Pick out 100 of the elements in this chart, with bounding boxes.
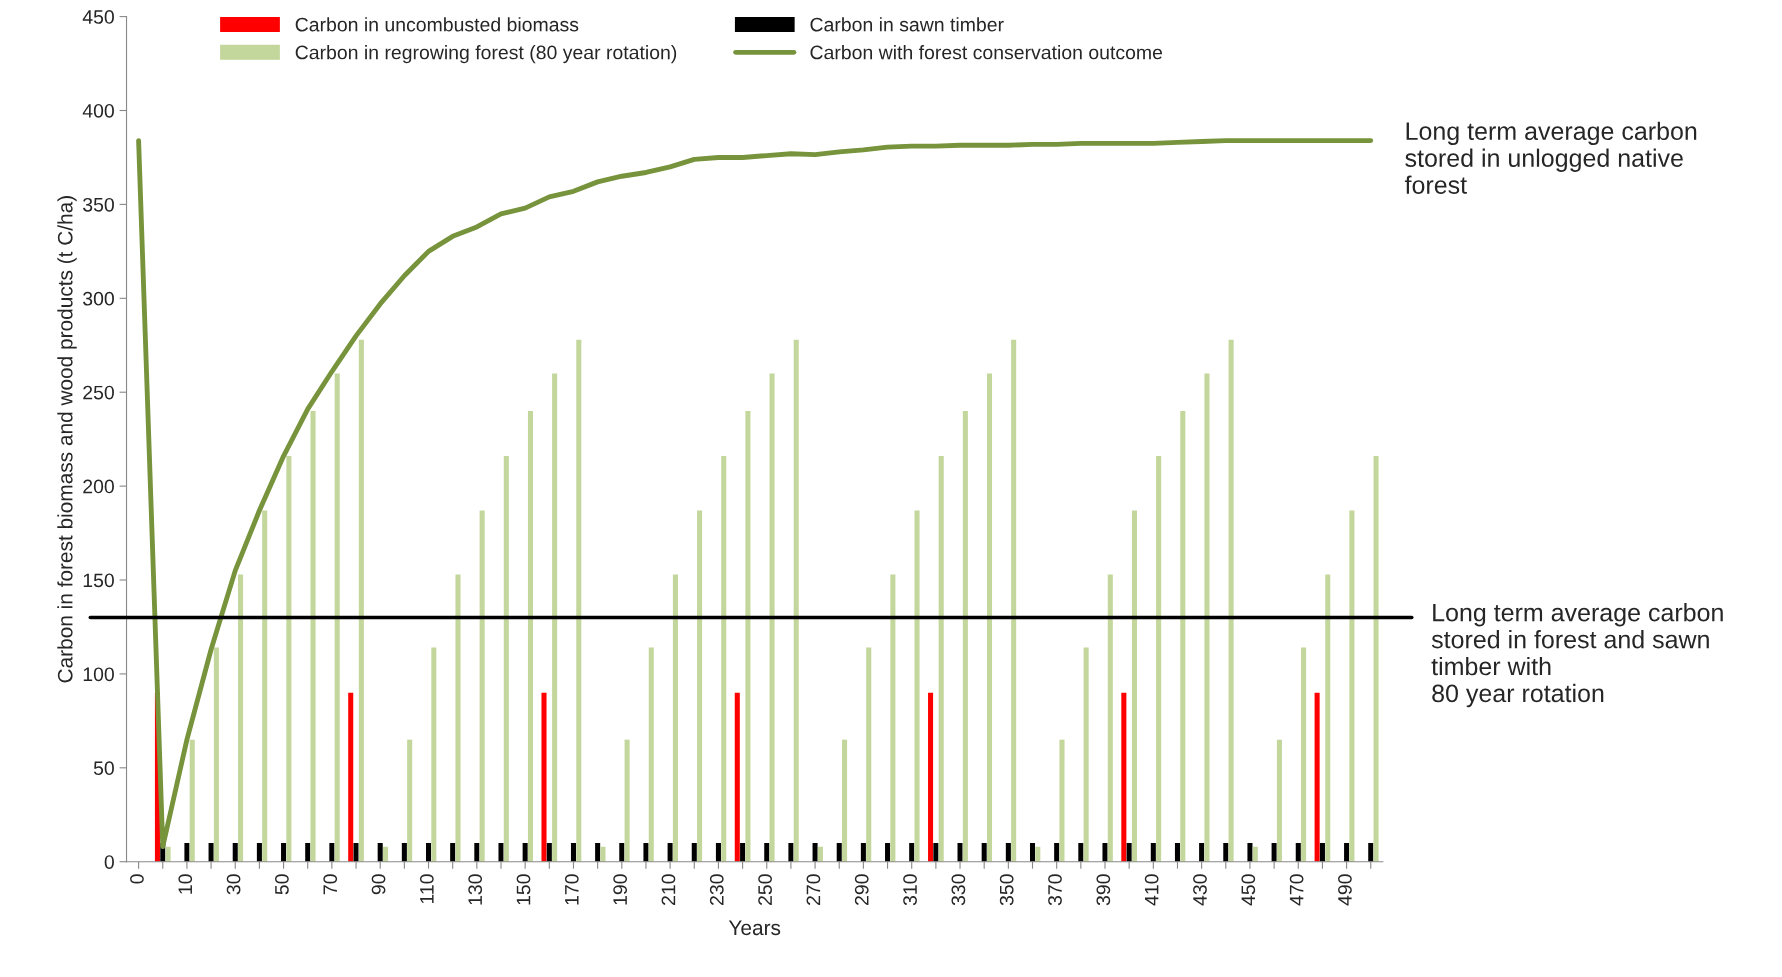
y-tick-label: 300 [83, 291, 114, 306]
bar [1078, 842, 1084, 862]
y-tick-label: 200 [83, 479, 114, 494]
x-tick-label: 230 [709, 874, 724, 905]
bar [740, 842, 746, 862]
bar [619, 842, 625, 862]
bar [1276, 739, 1282, 862]
bar [600, 846, 606, 862]
bar [431, 647, 437, 862]
bar [764, 842, 770, 862]
x-tick-label: 310 [903, 874, 917, 906]
bar [1150, 842, 1156, 862]
bar [334, 373, 340, 862]
y-tick-label: 350 [83, 197, 114, 212]
bar [286, 456, 292, 862]
x-tick-label: 490 [1338, 874, 1352, 906]
bar [697, 510, 703, 862]
bar [474, 842, 480, 862]
bar [377, 842, 383, 862]
x-axis-title: Years [728, 920, 781, 936]
bar [715, 842, 721, 862]
ref-line-label: Long term average carbon stored in forest and sawn timber with 80 year rotation [1431, 603, 1723, 708]
bar [885, 842, 891, 862]
bar [788, 842, 794, 862]
bar [1054, 842, 1060, 862]
bar [1368, 842, 1374, 862]
bar [691, 842, 697, 862]
bar [817, 846, 823, 862]
bar [643, 842, 649, 862]
bar [909, 842, 915, 862]
bar [842, 739, 848, 862]
bar [1131, 510, 1137, 862]
bar [382, 846, 389, 862]
bar [358, 339, 364, 862]
legend-label: Carbon in uncombusted biomass [295, 17, 579, 32]
bar [1325, 574, 1331, 862]
y-axis-title: Carbon in forest biomass and wood products (t C/ha) [57, 196, 77, 683]
bar [860, 842, 866, 862]
bar [986, 373, 993, 862]
x-tick-label: 390 [1096, 874, 1111, 906]
x-tick-label: 450 [1241, 874, 1256, 906]
x-tick-label: 190 [613, 874, 628, 905]
x-tick-label: 210 [661, 874, 676, 905]
bar [1223, 842, 1229, 862]
y-tick-label: 450 [82, 10, 114, 24]
x-tick-label: 290 [854, 874, 869, 905]
bar [1373, 456, 1379, 862]
legend-label: Carbon with forest conservation outcome [810, 45, 1163, 60]
bar [1174, 842, 1180, 862]
bar [189, 739, 195, 862]
bar [546, 842, 552, 862]
bar [1252, 846, 1258, 862]
bar [310, 410, 316, 862]
bar [1314, 692, 1320, 862]
bar [938, 456, 944, 862]
x-tick-label: 90 [371, 874, 386, 895]
bar [1349, 510, 1355, 862]
bar [866, 647, 872, 862]
bar [914, 510, 920, 862]
bar [595, 842, 601, 862]
y-tick-label: 150 [83, 573, 114, 588]
bar [667, 842, 673, 862]
bar [552, 373, 558, 862]
bar [401, 842, 407, 862]
x-tick-label: 350 [999, 874, 1014, 906]
bar [1228, 339, 1234, 862]
y-tick-label: 400 [82, 103, 114, 118]
bar [281, 842, 287, 862]
bar [890, 574, 896, 862]
bar [407, 739, 413, 862]
bar [213, 647, 219, 862]
bar [1011, 339, 1017, 862]
bar [933, 842, 939, 862]
bar [769, 373, 775, 862]
y-tick-label: 100 [83, 667, 114, 682]
bar [305, 842, 311, 862]
bar [1107, 574, 1113, 862]
bar [208, 842, 214, 862]
bar [962, 410, 968, 862]
bar [1319, 842, 1325, 862]
bar [745, 410, 751, 862]
bar [648, 647, 654, 862]
x-tick-label: 430 [1193, 874, 1207, 906]
bar [1083, 647, 1089, 862]
bar [570, 842, 576, 862]
bar [1126, 842, 1132, 862]
bar [576, 339, 582, 862]
x-tick-label: 150 [516, 874, 531, 905]
bar [812, 842, 818, 862]
bar [425, 842, 432, 862]
x-tick-label: 250 [758, 874, 772, 905]
bar [957, 842, 963, 862]
x-tick-label: 410 [1144, 874, 1159, 906]
x-tick-label: 0 [130, 874, 144, 884]
x-tick-label: 110 [419, 874, 434, 904]
bar [1059, 739, 1065, 862]
legend-label: Carbon in sawn timber [810, 17, 1004, 32]
bar [981, 842, 987, 862]
text: Long term average carbon stored in unlogged native forest [1404, 121, 1697, 194]
bar [1204, 373, 1210, 862]
